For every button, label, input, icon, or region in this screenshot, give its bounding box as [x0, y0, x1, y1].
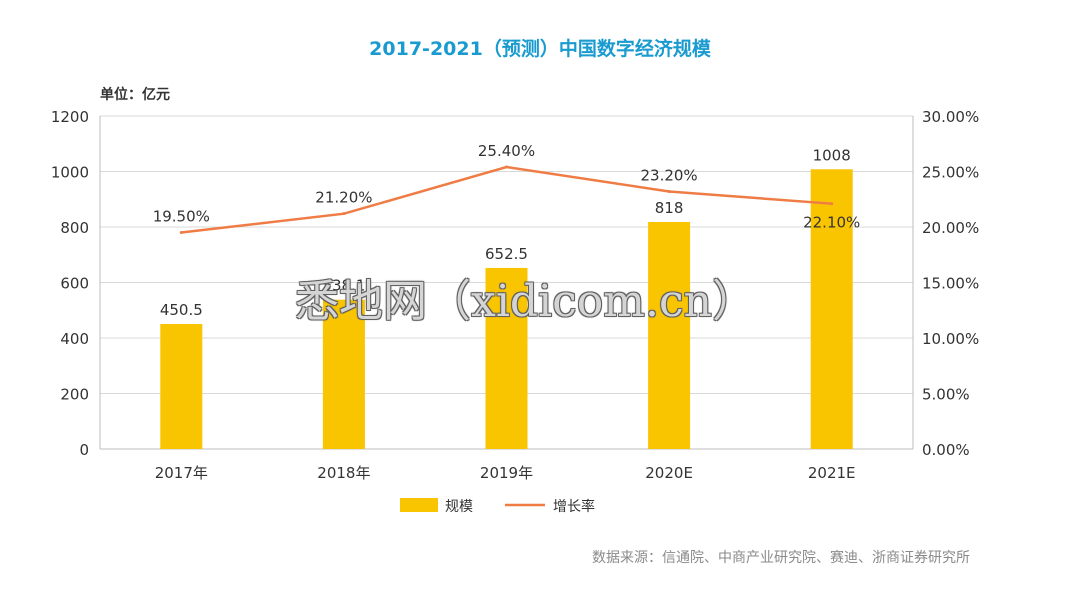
right-tick-label: 30.00%	[922, 108, 979, 126]
legend-line-label: 增长率	[553, 498, 595, 515]
bar	[648, 222, 691, 449]
bar-value-label: 450.5	[160, 301, 203, 319]
right-tick-label: 25.00%	[922, 164, 979, 182]
unit-label: 单位：亿元	[100, 87, 170, 103]
line-value-label: 19.50%	[153, 208, 210, 226]
x-tick-label: 2021E	[808, 464, 856, 482]
legend-bar-label: 规模	[445, 499, 473, 515]
line-point	[505, 165, 508, 169]
right-tick-label: 15.00%	[922, 275, 979, 293]
line-point	[830, 202, 834, 206]
line-value-label: 22.10%	[803, 214, 860, 232]
line-point	[667, 189, 671, 193]
bar-value-label: 538.1	[322, 277, 365, 295]
bar	[485, 267, 528, 449]
left-tick-label: 1000	[51, 164, 89, 182]
bar	[160, 323, 203, 449]
line-value-label: 25.40%	[478, 142, 535, 160]
bar-value-label: 818	[655, 199, 684, 217]
legend-bar-swatch	[400, 498, 438, 512]
watermark-text: 悉地网（xidicom.cn）	[295, 276, 756, 327]
line-value-label: 23.20%	[640, 166, 697, 184]
left-tick-label: 600	[60, 275, 89, 293]
x-tick-label: 2017年	[155, 464, 208, 482]
bar-value-label: 652.5	[485, 245, 528, 263]
right-tick-label: 5.00%	[922, 386, 970, 404]
right-tick-label: 10.00%	[922, 330, 979, 348]
left-tick-label: 0	[79, 441, 89, 459]
right-tick-label: 0.00%	[922, 441, 970, 459]
right-tick-label: 20.00%	[922, 219, 979, 237]
data-source-note: 数据来源：信通院、中商产业研究院、赛迪、浙商证券研究所	[592, 550, 970, 566]
bar	[810, 169, 853, 449]
left-tick-label: 1200	[51, 108, 89, 126]
left-tick-label: 400	[60, 330, 89, 348]
line-value-label: 21.20%	[315, 189, 372, 207]
bar	[322, 299, 365, 449]
left-tick-label: 800	[60, 219, 89, 237]
bar-value-label: 1008	[813, 146, 851, 164]
x-tick-label: 2018年	[317, 464, 370, 482]
x-tick-label: 2019年	[480, 464, 533, 482]
line-point	[179, 231, 183, 235]
line-point	[342, 212, 346, 216]
chart-title: 2017-2021（预测）中国数字经济规模	[369, 38, 711, 60]
x-tick-label: 2020E	[645, 464, 693, 482]
left-tick-label: 200	[60, 386, 89, 404]
growth-rate-line	[181, 165, 832, 234]
